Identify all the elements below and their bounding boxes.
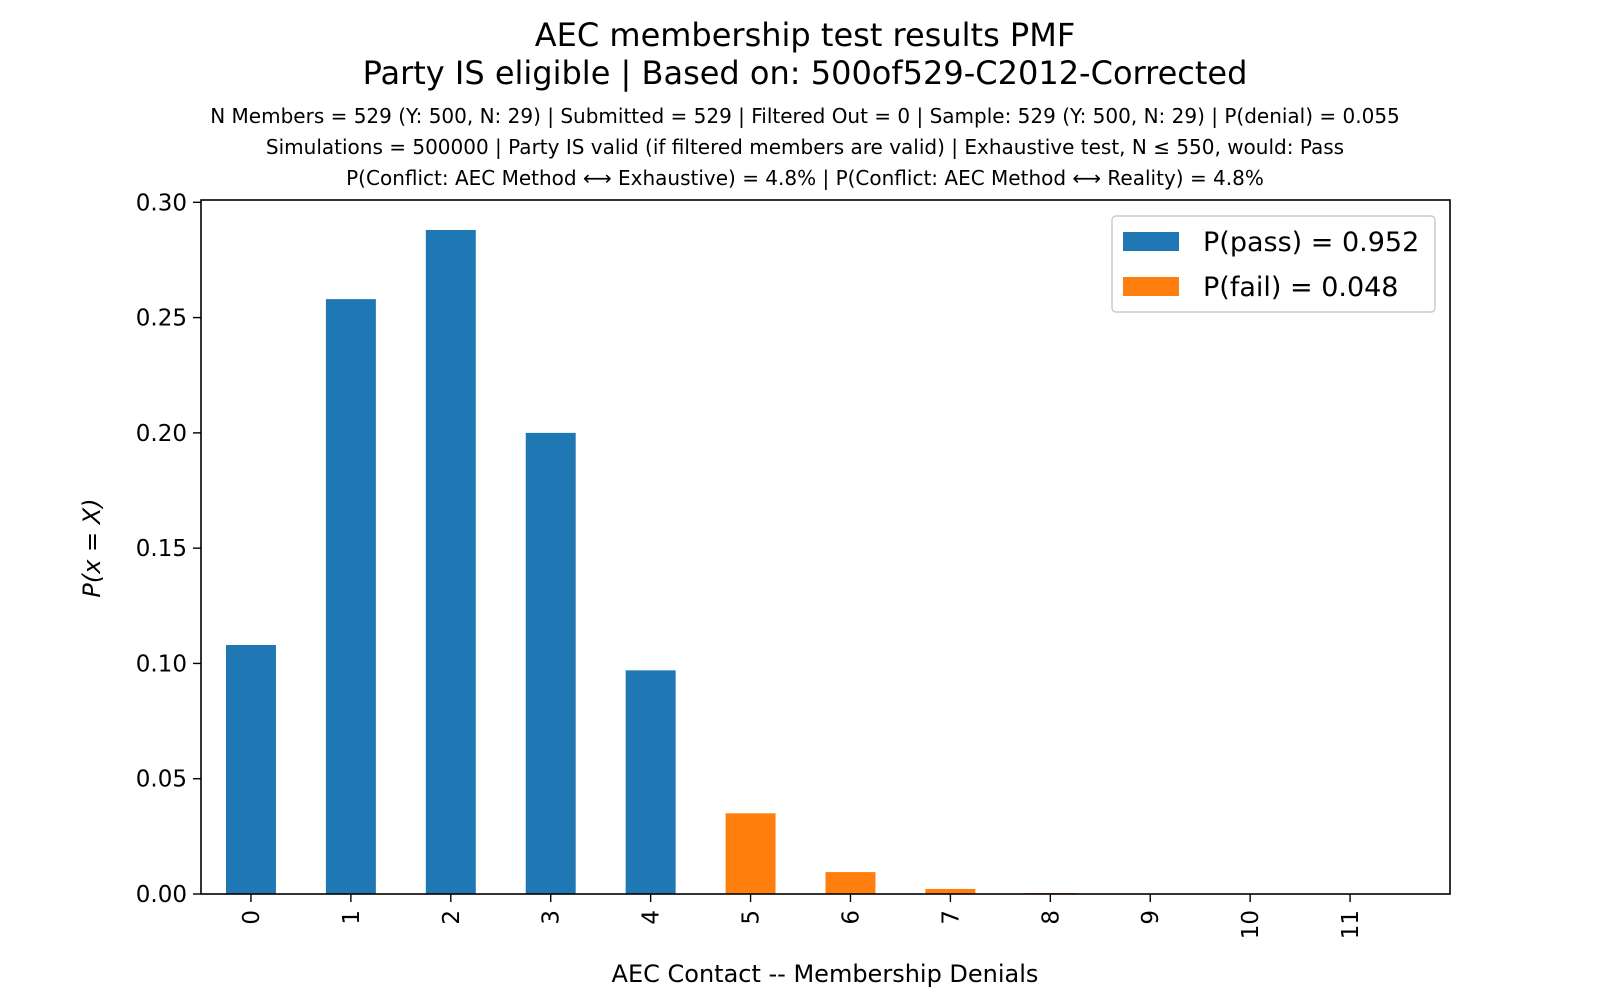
- legend-swatch-fail: [1123, 277, 1179, 296]
- x-tick-label: 3: [539, 910, 565, 925]
- legend-swatch-pass: [1123, 232, 1179, 251]
- pass-bar-1: [325, 299, 376, 895]
- x-tick-label: 2: [439, 910, 465, 925]
- chart-info-line-3: P(Conflict: AEC Method ⟷ Exhaustive) = 4…: [346, 166, 1264, 190]
- x-tick-label: 10: [1238, 910, 1264, 939]
- x-axis-ticks: 0 1 2 3 4 5 6 7 8 9 10 11: [239, 894, 1364, 939]
- y-tick-label: 0.20: [136, 421, 187, 447]
- x-tick-label: 8: [1038, 910, 1064, 925]
- y-tick-label: 0.05: [136, 767, 187, 793]
- legend-label-fail: P(fail) = 0.048: [1203, 272, 1399, 303]
- x-tick-label: 4: [639, 910, 665, 925]
- y-tick-label: 0.25: [136, 306, 187, 332]
- y-tick-label: 0.00: [136, 882, 187, 908]
- x-tick-label: 9: [1138, 910, 1164, 925]
- pass-bar-0: [225, 644, 276, 894]
- fail-bar-7: [925, 888, 976, 894]
- pass-bar-3: [525, 432, 576, 894]
- x-tick-label: 1: [339, 910, 365, 925]
- y-tick-label: 0.10: [136, 651, 187, 677]
- legend-label-pass: P(pass) = 0.952: [1203, 227, 1419, 258]
- plot-area-frame: [200, 199, 1451, 895]
- chart-subtitle: Party IS eligible | Based on: 500of529-C…: [363, 54, 1248, 92]
- legend: P(pass) = 0.952 P(fail) = 0.048: [1111, 215, 1436, 313]
- legend-frame: [1111, 215, 1436, 313]
- pass-bar-2: [425, 229, 476, 895]
- chart-info-line-2: Simulations = 500000 | Party IS valid (i…: [266, 135, 1344, 159]
- chart-title: AEC membership test results PMF: [535, 16, 1075, 54]
- y-tick-label: 0.15: [136, 536, 187, 562]
- y-tick-label: 0.30: [136, 190, 187, 216]
- x-tick-label: 11: [1338, 910, 1364, 939]
- pass-bar-4: [625, 670, 676, 894]
- bar-series: [225, 229, 1276, 895]
- x-tick-label: 5: [739, 910, 765, 925]
- y-axis-label: P(x = X): [78, 498, 106, 597]
- fail-bar-6: [825, 872, 876, 894]
- x-tick-label: 0: [239, 910, 265, 925]
- y-axis-ticks: 0.00 0.05 0.10 0.15 0.20 0.25 0.30: [136, 190, 201, 908]
- fail-bar-5: [725, 813, 776, 894]
- chart-info-line-1: N Members = 529 (Y: 500, N: 29) | Submit…: [210, 104, 1400, 128]
- x-tick-label: 7: [938, 910, 964, 925]
- x-axis-label: AEC Contact -- Membership Denials: [612, 960, 1039, 988]
- x-tick-label: 6: [838, 910, 864, 925]
